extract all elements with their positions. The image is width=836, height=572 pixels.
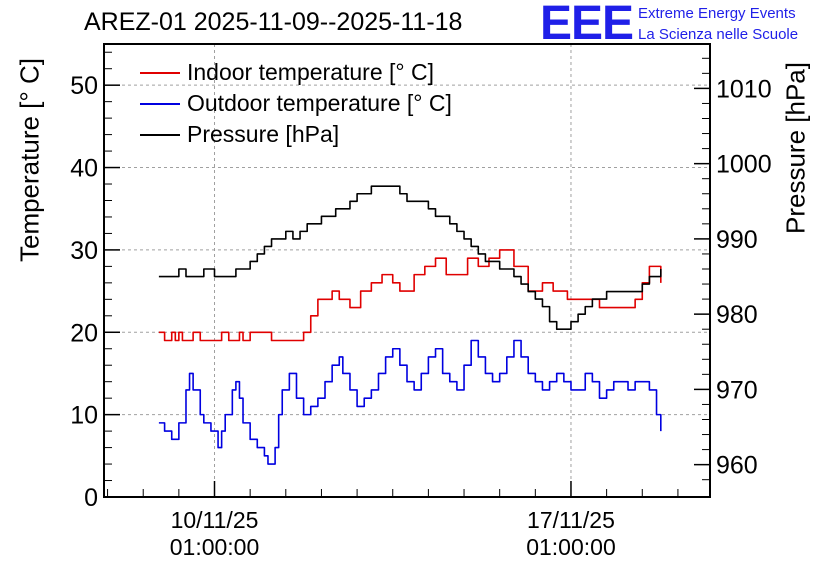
legend-item-indoor: Indoor temperature [° C] <box>140 57 452 88</box>
y-right-tick-label-2: 980 <box>716 301 758 329</box>
series-line-1 <box>158 339 662 465</box>
legend-item-pressure: Pressure [hPa] <box>140 119 452 150</box>
y-left-tick-label-0: 0 <box>84 484 98 512</box>
chart-title: AREZ-01 2025-11-09--2025-11-18 <box>84 8 463 36</box>
grid <box>104 44 710 497</box>
series-line-2 <box>158 185 662 330</box>
legend: Indoor temperature [° C] Outdoor tempera… <box>140 57 452 150</box>
plot-frame <box>103 43 711 498</box>
x-tick-0-time: 01:00:00 <box>169 534 260 560</box>
eee-logo: EEE <box>540 0 634 50</box>
legend-item-outdoor: Outdoor temperature [° C] <box>140 88 452 119</box>
y-left-tick-label-4: 40 <box>70 155 98 183</box>
y-left-tick-label-1: 10 <box>70 402 98 430</box>
legend-label-indoor: Indoor temperature [° C] <box>187 59 434 85</box>
y-axis-label-left: Temperature [° C] <box>14 57 45 263</box>
legend-swatch-pressure <box>140 133 180 136</box>
y-left-tick-label-5: 50 <box>70 72 98 100</box>
y-right-tick-label-5: 1010 <box>716 75 772 103</box>
y-right-tick-label-0: 960 <box>716 452 758 480</box>
x-tick-0-date: 10/11/25 <box>170 507 259 533</box>
legend-label-outdoor: Outdoor temperature [° C] <box>187 90 452 116</box>
logo-line-2: La Scienza nelle Scuole <box>638 26 799 43</box>
x-tick-label-0: 10/11/25 01:00:00 <box>115 507 315 561</box>
y-axis-label-right: Pressure [hPa] <box>780 62 811 234</box>
x-tick-1-time: 01:00:00 <box>526 534 616 560</box>
y-left-tick-label-3: 30 <box>70 237 98 265</box>
x-tick-label-1: 17/11/25 01:00:00 <box>471 507 671 561</box>
y-right-tick-label-4: 1000 <box>716 151 772 179</box>
y-right-tick-label-3: 990 <box>716 226 758 254</box>
legend-label-pressure: Pressure [hPa] <box>187 121 340 147</box>
legend-swatch-outdoor <box>140 102 180 105</box>
x-tick-1-date: 17/11/25 <box>527 507 615 533</box>
series-line-0 <box>158 249 662 342</box>
logo-line-1: Extreme Energy Events <box>638 5 796 22</box>
series-layer <box>158 185 662 465</box>
y-left-tick-label-2: 20 <box>70 319 98 347</box>
y-right-tick-label-1: 970 <box>716 376 758 404</box>
ticks <box>104 51 710 498</box>
tick-labels: 0 10 20 30 40 50 960 970 980 990 1000 1010 <box>70 72 771 512</box>
legend-swatch-indoor <box>140 71 180 74</box>
